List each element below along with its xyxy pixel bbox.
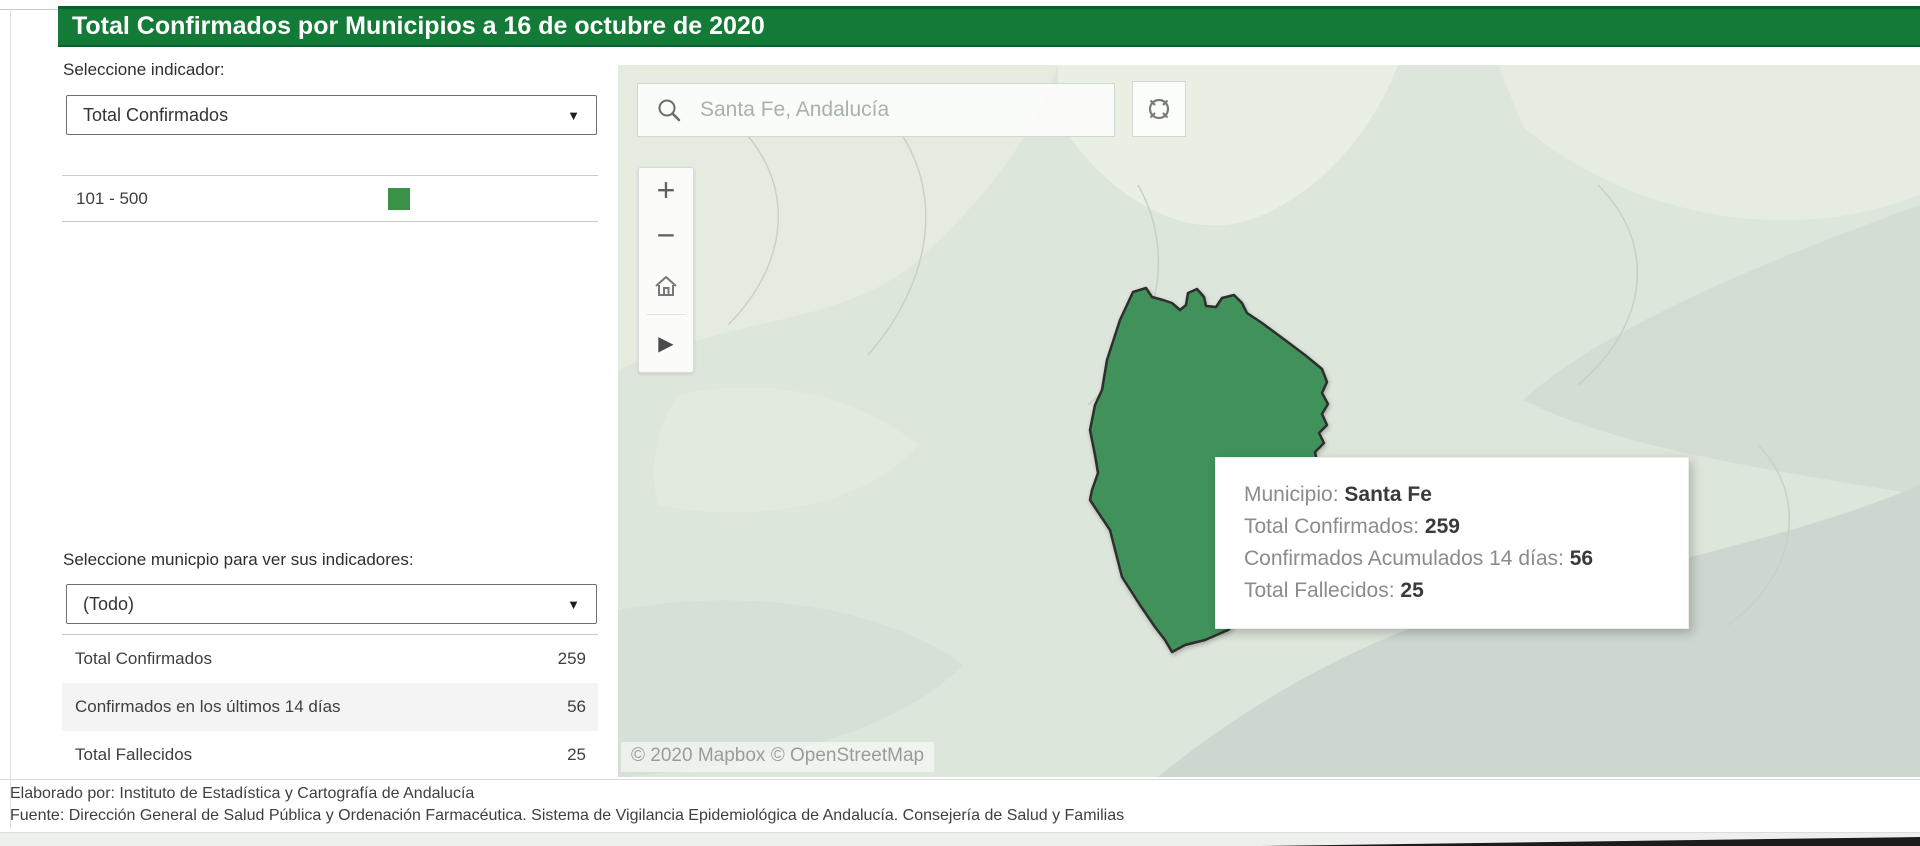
legend-swatch-color xyxy=(388,188,410,210)
table-row[interactable]: Total Fallecidos 25 xyxy=(62,731,598,779)
map-tooltip: Municipio: Santa Fe Total Confirmados: 2… xyxy=(1215,457,1689,629)
row-value: 25 xyxy=(567,745,586,764)
legend-swatch[interactable] xyxy=(388,188,410,210)
map-canvas[interactable]: + − ▶ Municipio: Santa Fe Tot xyxy=(618,65,1920,777)
legend-range-label: 101 - 500 xyxy=(76,188,148,208)
indicator-selector-label: Seleccione indicador: xyxy=(63,60,225,79)
zoom-home-button[interactable] xyxy=(639,258,693,314)
footer-elaborado: Elaborado por: Instituto de Estadística … xyxy=(10,785,475,802)
footer-fuente: Fuente: Dirección General de Salud Públi… xyxy=(10,807,1125,824)
tooltip-line: Confirmados Acumulados 14 días: 56 xyxy=(1244,543,1660,575)
play-icon: ▶ xyxy=(658,332,674,355)
legend: 101 - 500 xyxy=(62,175,598,222)
map-base-layer xyxy=(618,65,1920,777)
locate-button[interactable] xyxy=(1132,81,1186,137)
bottom-strip xyxy=(0,832,1920,846)
map-boundary-lines xyxy=(1577,184,1790,626)
municipality-selector-label: Seleccione municpio para ver sus indicad… xyxy=(63,550,414,569)
tooltip-label: Total Fallecidos: xyxy=(1244,579,1401,602)
search-icon xyxy=(658,99,681,122)
table-row[interactable]: Confirmados en los últimos 14 días 56 xyxy=(62,683,598,731)
row-label: Total Confirmados xyxy=(75,649,213,668)
tooltip-label: Confirmados Acumulados 14 días: xyxy=(1244,547,1570,570)
municipality-select[interactable]: (Todo) ▼ xyxy=(66,584,597,624)
map-attribution[interactable]: © 2020 Mapbox © OpenStreetMap xyxy=(621,742,935,772)
indicator-select-value: Total Confirmados xyxy=(83,104,229,125)
home-icon xyxy=(655,276,677,296)
footer-divider xyxy=(0,779,1920,780)
zoom-out-button[interactable]: − xyxy=(639,213,693,258)
map-region-shape xyxy=(1523,205,1920,495)
row-label: Confirmados en los últimos 14 días xyxy=(75,697,341,716)
map-region-shape xyxy=(618,600,963,777)
map-toolbar: + − ▶ xyxy=(638,167,694,373)
tooltip-value: Santa Fe xyxy=(1344,483,1432,506)
toolbar-expand-button[interactable]: ▶ xyxy=(639,315,693,371)
tooltip-value: 25 xyxy=(1400,579,1424,602)
tooltip-label: Total Confirmados: xyxy=(1244,515,1425,538)
crosshair-icon xyxy=(1148,98,1170,120)
chevron-down-icon: ▼ xyxy=(567,107,580,123)
table-row[interactable]: Total Confirmados 259 xyxy=(62,635,598,683)
tooltip-label: Municipio: xyxy=(1244,483,1345,506)
row-label: Total Fallecidos xyxy=(75,745,193,764)
frame-line-left xyxy=(10,9,11,829)
indicator-select[interactable]: Total Confirmados ▼ xyxy=(66,95,597,135)
page-title: Total Confirmados por Municipios a 16 de… xyxy=(58,6,1920,47)
map-region-shape xyxy=(654,387,918,513)
map-region-shape xyxy=(1498,65,1920,221)
map-region-shape xyxy=(618,65,1058,370)
map-search xyxy=(637,83,1115,137)
row-value: 56 xyxy=(567,697,586,716)
screen-corner-artifact xyxy=(1260,837,1920,846)
tooltip-value: 56 xyxy=(1569,547,1594,570)
tooltip-value: 259 xyxy=(1424,515,1460,538)
tooltip-line: Total Fallecidos: 25 xyxy=(1244,575,1660,607)
tooltip-line: Total Confirmados: 259 xyxy=(1244,511,1660,543)
frame-line-top xyxy=(0,9,58,10)
chevron-down-icon: ▼ xyxy=(567,596,580,612)
plus-icon: + xyxy=(656,172,676,208)
tooltip-line: Municipio: Santa Fe xyxy=(1244,479,1660,511)
toolbar-divider xyxy=(647,314,685,315)
search-input[interactable] xyxy=(682,98,1114,122)
minus-icon: − xyxy=(656,217,676,253)
zoom-in-button[interactable]: + xyxy=(639,168,693,213)
map-region-shape xyxy=(1158,485,1920,777)
indicator-table: Total Confirmados 259 Confirmados en los… xyxy=(62,634,598,780)
row-value: 259 xyxy=(557,649,586,668)
municipality-select-value: (Todo) xyxy=(83,593,135,614)
